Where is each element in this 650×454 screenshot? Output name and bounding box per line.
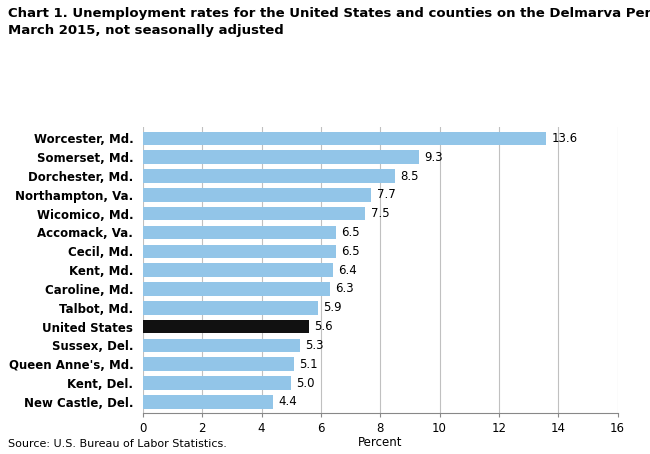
Bar	[143, 282, 330, 296]
Bar	[143, 339, 300, 352]
Bar	[143, 132, 546, 145]
Text: 9.3: 9.3	[424, 151, 443, 164]
Bar	[143, 188, 371, 202]
Bar	[143, 320, 309, 333]
Text: 8.5: 8.5	[400, 169, 419, 183]
Text: 7.5: 7.5	[370, 207, 389, 220]
Bar	[143, 263, 333, 277]
Text: 7.7: 7.7	[377, 188, 395, 202]
Text: 5.9: 5.9	[323, 301, 342, 314]
Text: 6.5: 6.5	[341, 245, 359, 258]
Text: 5.6: 5.6	[315, 320, 333, 333]
Text: 5.1: 5.1	[300, 358, 318, 371]
Text: 6.3: 6.3	[335, 282, 354, 296]
Text: 5.3: 5.3	[306, 339, 324, 352]
Bar	[143, 245, 336, 258]
Text: 13.6: 13.6	[552, 132, 578, 145]
Bar	[143, 395, 274, 409]
Text: 5.0: 5.0	[296, 376, 315, 390]
Bar	[143, 169, 395, 183]
Bar	[143, 207, 365, 221]
Text: 4.4: 4.4	[279, 395, 298, 408]
Bar	[143, 357, 294, 371]
Bar	[143, 150, 419, 164]
Text: 6.4: 6.4	[338, 264, 357, 276]
X-axis label: Percent: Percent	[358, 436, 402, 449]
Bar	[143, 376, 291, 390]
Text: Source: U.S. Bureau of Labor Statistics.: Source: U.S. Bureau of Labor Statistics.	[8, 439, 227, 449]
Text: 6.5: 6.5	[341, 226, 359, 239]
Bar	[143, 301, 318, 315]
Bar	[143, 226, 336, 239]
Text: Chart 1. Unemployment rates for the United States and counties on the Delmarva P: Chart 1. Unemployment rates for the Unit…	[8, 7, 650, 37]
